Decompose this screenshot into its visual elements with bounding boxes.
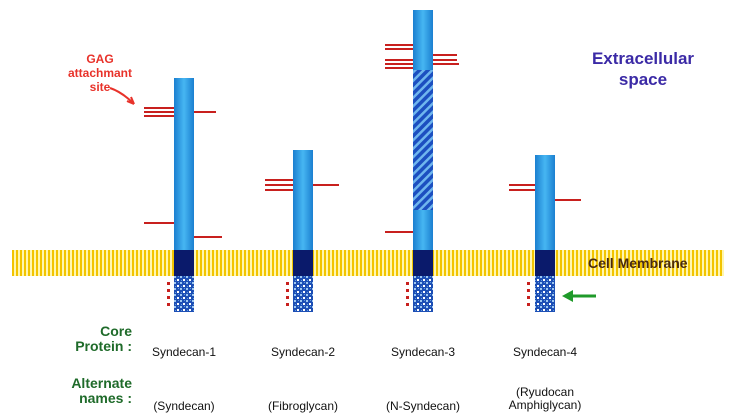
core-protein-name: Syndecan-2 [270,345,336,359]
cytoplasmic-marker [406,282,409,306]
core-protein-rod-lower [413,210,433,250]
gag-label: GAG attachmant site [67,52,132,94]
cytoplasmic-domain [174,276,194,312]
transmembrane-domain [413,250,433,276]
syndecan-1-glyph [144,78,222,312]
syndecan-4-glyph [509,155,581,312]
cytoplasmic-marker [286,282,289,306]
cytoplasmic-domain [293,276,313,312]
core-protein-name: Syndecan-4 [512,345,578,359]
cytoplasmic-marker [527,282,530,306]
core-protein-name: Syndecan-1 [151,345,217,359]
cell-membrane [12,250,724,276]
core-protein-name: Syndecan-3 [390,345,456,359]
transmembrane-domain [174,250,194,276]
alternate-name: (Fibroglycan) [267,399,339,413]
syndecan-2-glyph [265,150,339,312]
cell-membrane-label: Cell Membrane [588,255,688,271]
core-protein-rod [413,10,433,70]
gag-chains [385,44,459,233]
gag-chains [509,184,581,201]
cytoplasmic-marker [167,282,170,306]
core-protein-rod [535,155,555,250]
core-protein-rod [174,78,194,250]
cytoplasmic-domain [413,276,433,312]
core-protein-header: Core Protein : [75,323,132,354]
gag-chains [265,179,339,191]
mucin-like-region [413,70,433,210]
core-protein-rod [293,150,313,250]
extracellular-label: Extracellular space [591,49,695,89]
alternate-name: (Ryudocan Amphiglycan) [508,385,582,412]
transmembrane-domain [293,250,313,276]
cytoplasmic-domain [535,276,555,312]
cytoplasmic-pointer-arrow [562,290,596,302]
syndecan-3-glyph [385,10,459,312]
gag-chains [144,107,222,238]
transmembrane-domain [535,250,555,276]
alternate-name: (N-Syndecan) [385,399,461,413]
alternate-names-header: Alternate names : [71,375,132,406]
gag-pointer-arrow [109,87,135,105]
alternate-name: (Syndecan) [153,399,215,413]
